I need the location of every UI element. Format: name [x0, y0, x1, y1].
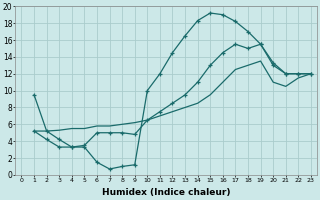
X-axis label: Humidex (Indice chaleur): Humidex (Indice chaleur)	[102, 188, 230, 197]
